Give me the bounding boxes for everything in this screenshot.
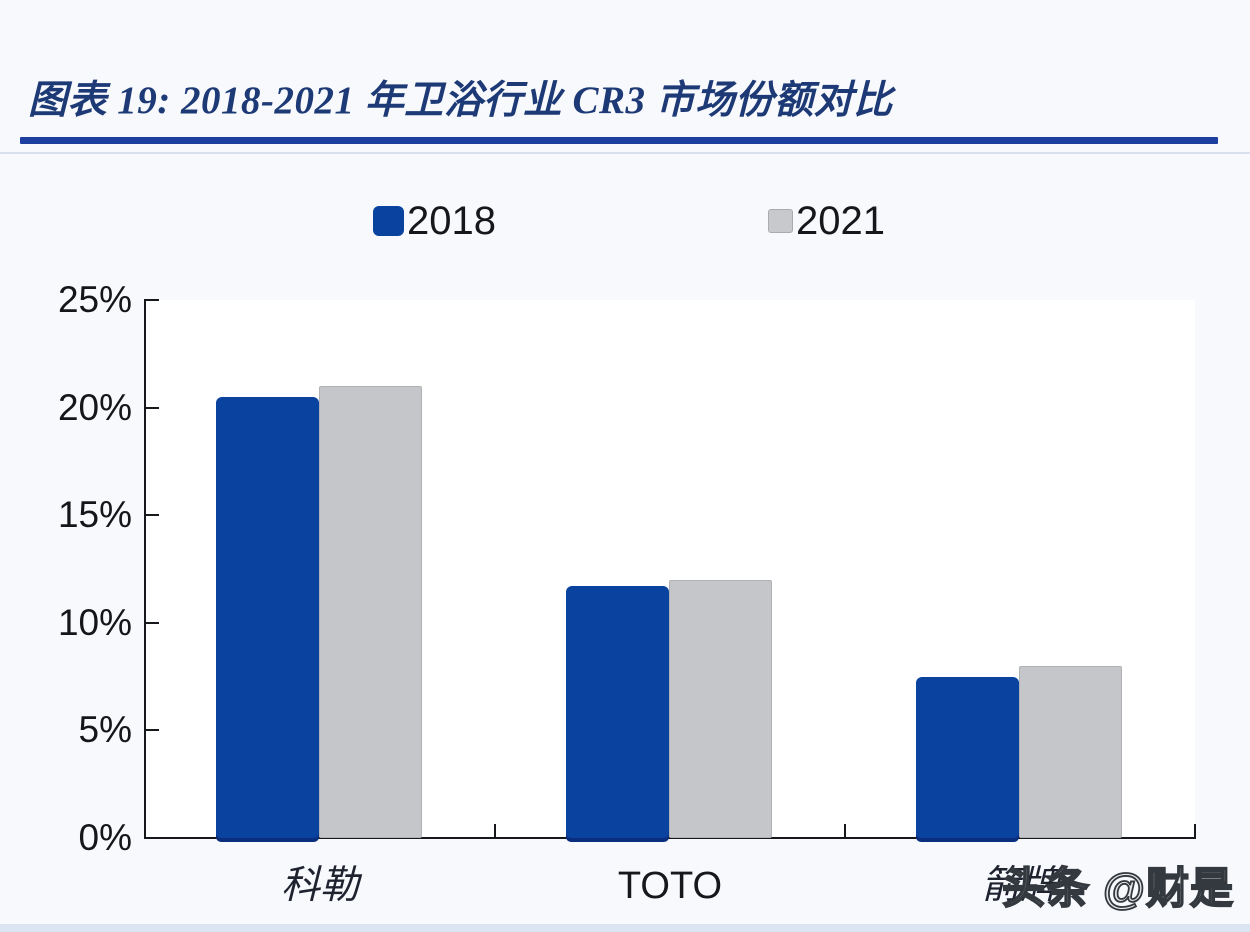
- legend-label-2018: 2018: [407, 199, 496, 243]
- bar-2018-TOTO: [566, 586, 669, 838]
- bar-2021-科勒: [319, 386, 422, 838]
- figure-title: 图表 19: 2018-2021 年卫浴行业 CR3 市场份额对比: [28, 79, 893, 122]
- legend-item-2018: 2018: [373, 198, 496, 244]
- x-axis-tick-2: [844, 824, 846, 838]
- y-axis-label-5%: 5%: [78, 709, 132, 750]
- bar-2018-箭牌: [916, 677, 1019, 838]
- x-axis-tick-3: [1194, 824, 1196, 838]
- bar-2021-TOTO: [669, 580, 772, 838]
- axis-frame: [144, 299, 1196, 839]
- y-axis-tick-10%: [144, 622, 159, 624]
- legend-swatch-2018: [373, 206, 404, 236]
- legend-label-2021: 2021: [796, 199, 885, 243]
- category-label-TOTO: TOTO: [617, 865, 723, 907]
- title-rule: [20, 137, 1218, 144]
- y-axis-label-25%: 25%: [57, 279, 132, 320]
- y-axis-tick-25%: [144, 299, 159, 301]
- y-axis-label-20%: 20%: [57, 387, 132, 428]
- y-axis-label-0%: 0%: [78, 817, 132, 858]
- y-axis-tick-5%: [144, 729, 159, 731]
- x-axis-tick-1: [494, 824, 496, 838]
- y-axis-label-10%: 10%: [57, 602, 132, 643]
- title-rule-shadow: [0, 152, 1250, 154]
- legend-swatch-2021: [768, 209, 793, 233]
- y-axis-tick-20%: [144, 407, 159, 409]
- watermark: 头条 @财是: [1001, 864, 1234, 914]
- legend-item-2021: 2021: [768, 198, 885, 244]
- category-label-箭牌: 箭牌: [980, 864, 1059, 907]
- bottom-strip: [0, 924, 1250, 932]
- category-label-科勒: 科勒: [280, 864, 359, 907]
- y-axis-label-15%: 15%: [57, 494, 132, 535]
- bar-2021-箭牌: [1019, 666, 1122, 838]
- bar-2018-科勒: [216, 397, 319, 838]
- y-axis-tick-15%: [144, 514, 159, 516]
